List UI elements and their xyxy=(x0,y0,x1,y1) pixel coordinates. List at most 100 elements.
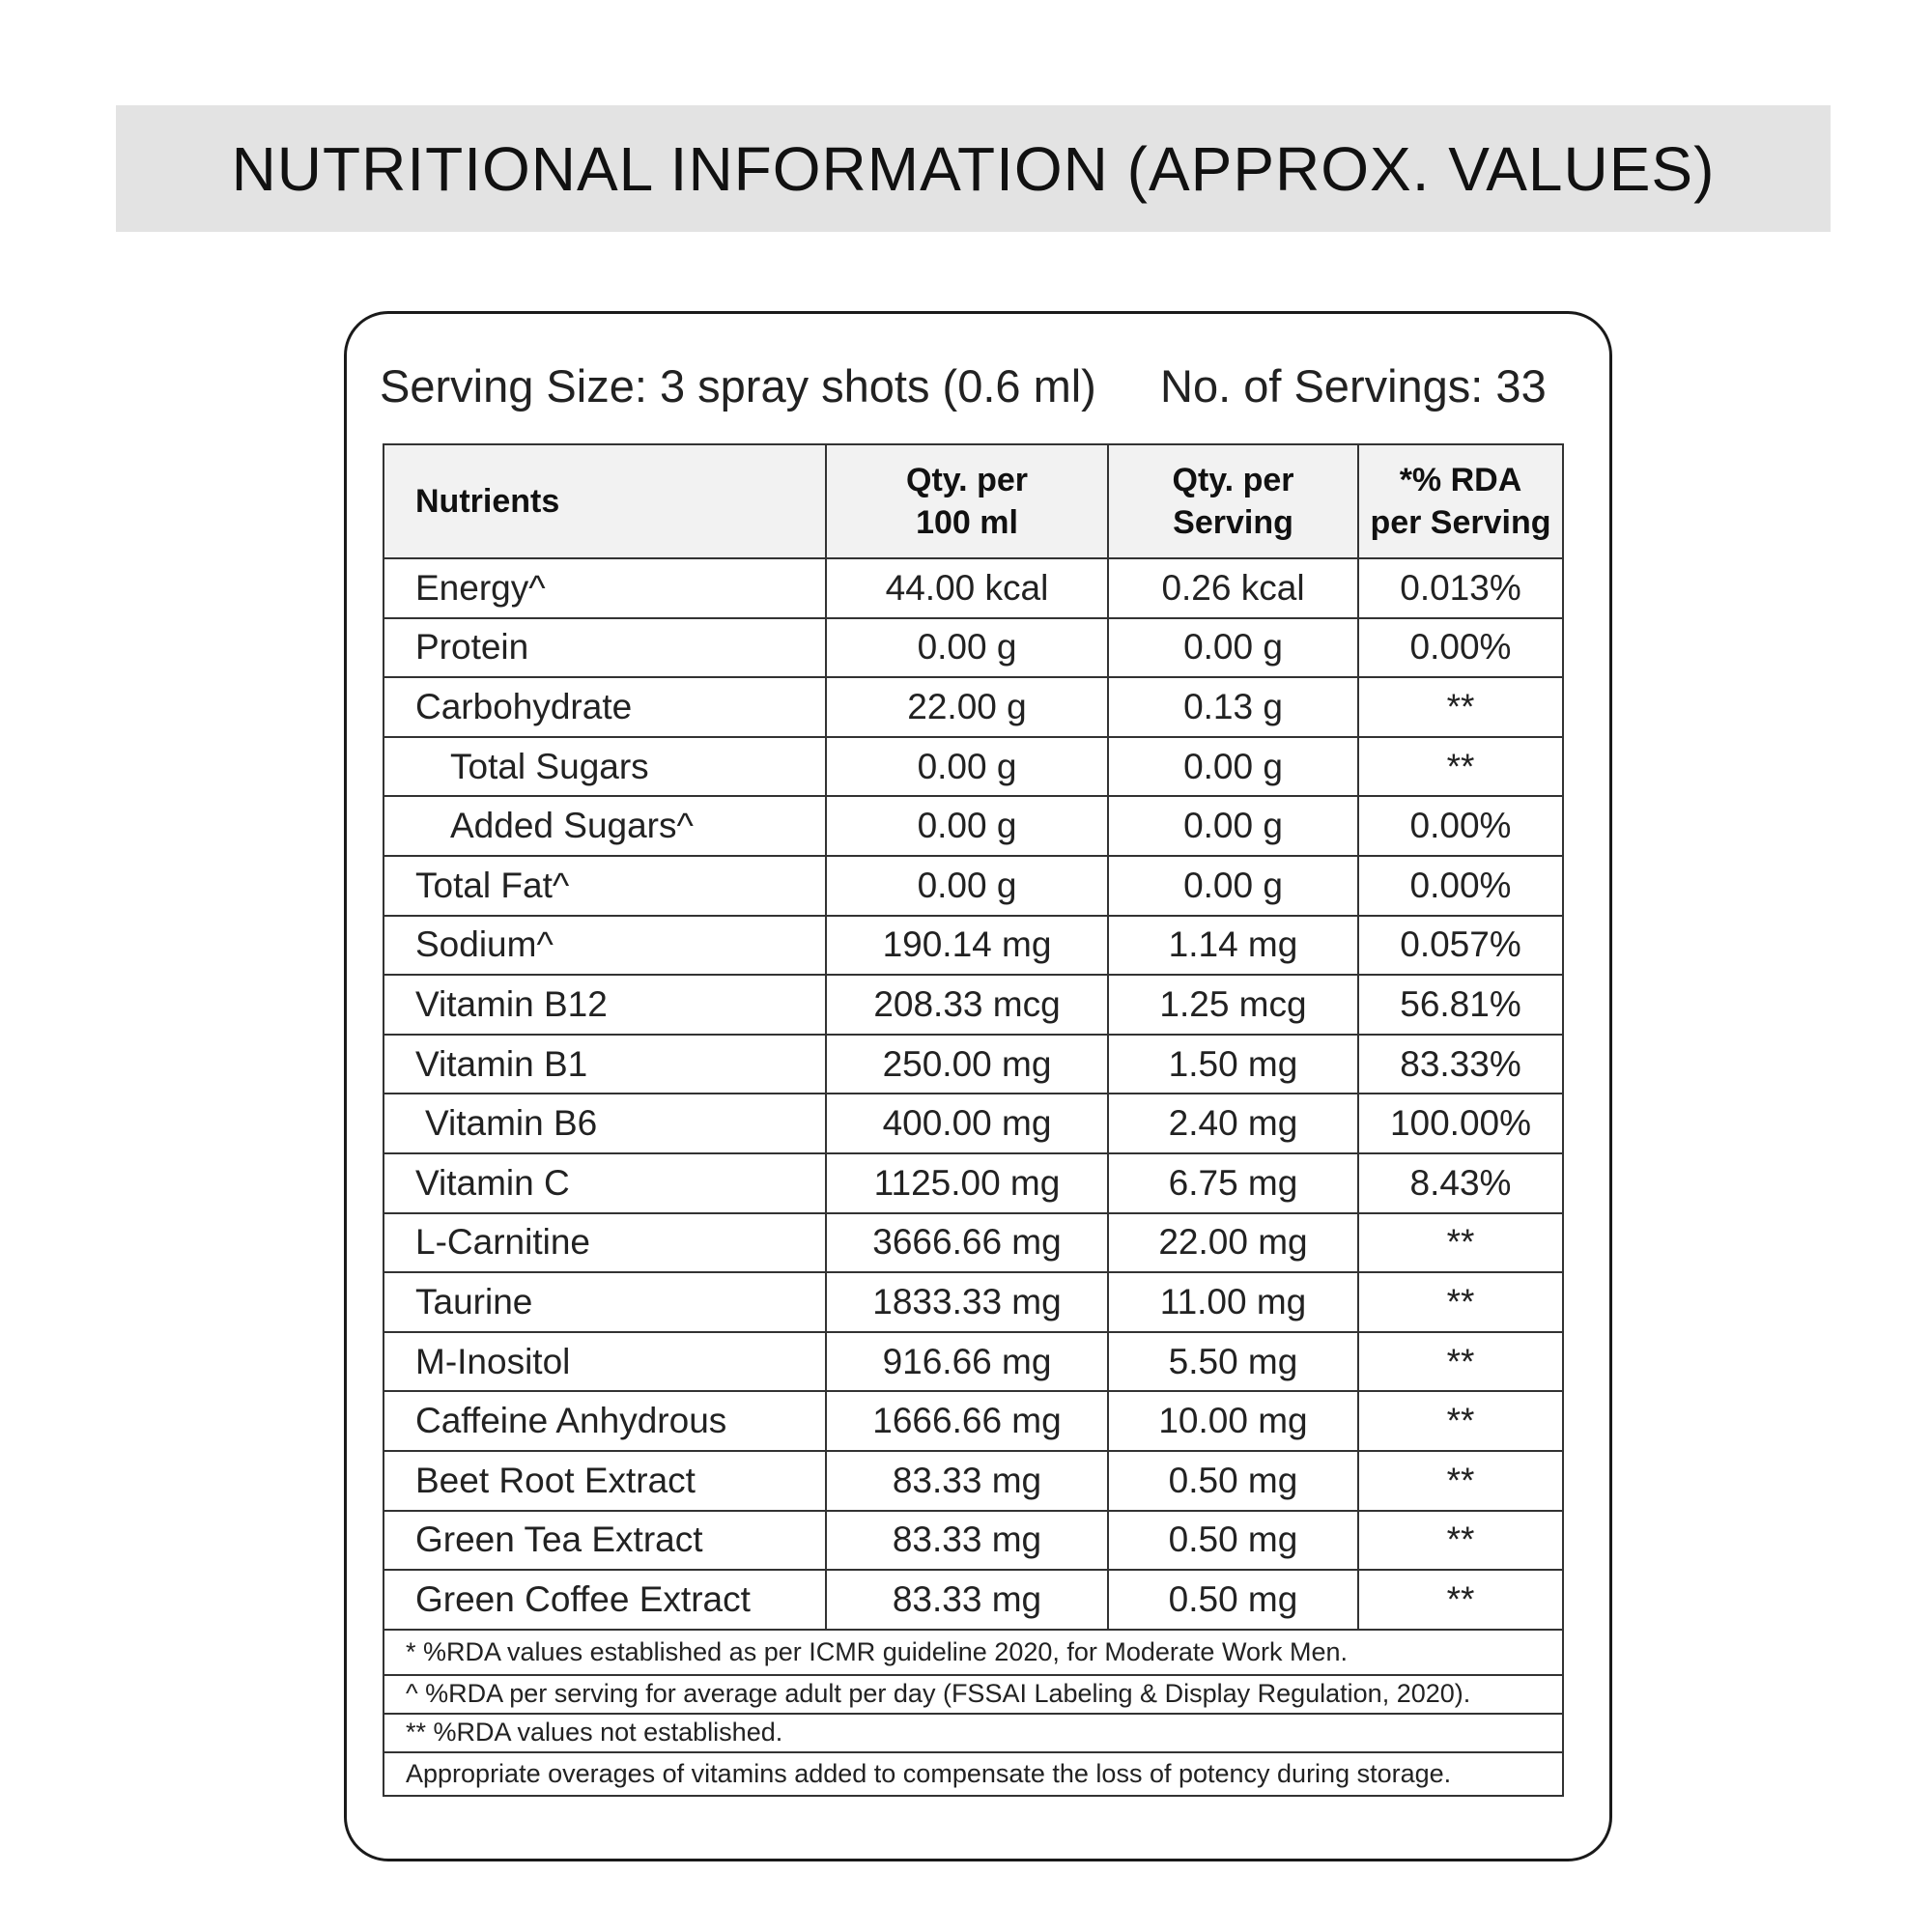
table-row: Vitamin B6 400.00 mg 2.40 mg 100.00% xyxy=(383,1093,1564,1154)
qty-per-100ml: 0.00 g xyxy=(825,735,1109,798)
qty-per-100ml: 250.00 mg xyxy=(825,1033,1109,1095)
nutrient-name: Caffeine Anhydrous xyxy=(383,1390,827,1452)
table-row: Vitamin B1 250.00 mg 1.50 mg 83.33% xyxy=(383,1033,1564,1095)
rda-per-serving: ** xyxy=(1357,1509,1564,1572)
qty-per-serving: 0.50 mg xyxy=(1107,1449,1359,1512)
qty-per-100ml: 1666.66 mg xyxy=(825,1390,1109,1452)
qty-per-serving: 5.50 mg xyxy=(1107,1330,1359,1393)
footnote-not-established: ** %RDA values not established. xyxy=(383,1712,1564,1753)
rda-per-serving: ** xyxy=(1357,1390,1564,1452)
qty-per-serving: 0.00 g xyxy=(1107,795,1359,857)
rda-per-serving: ** xyxy=(1357,1211,1564,1274)
table-row: Protein 0.00 g 0.00 g 0.00% xyxy=(383,616,1564,679)
header-qty-per-100ml: Qty. per 100 ml xyxy=(825,443,1109,559)
rda-per-serving: ** xyxy=(1357,1330,1564,1393)
table-row: Vitamin C 1125.00 mg 6.75 mg 8.43% xyxy=(383,1151,1564,1214)
footnote-row: Appropriate overages of vitamins added t… xyxy=(383,1750,1564,1797)
qty-per-100ml: 83.33 mg xyxy=(825,1449,1109,1512)
qty-per-serving: 0.00 g xyxy=(1107,616,1359,679)
rda-per-serving: 100.00% xyxy=(1357,1093,1564,1154)
rda-per-serving: ** xyxy=(1357,1569,1564,1631)
footnote-row: * %RDA values established as per ICMR gu… xyxy=(383,1628,1564,1676)
qty-per-100ml: 83.33 mg xyxy=(825,1569,1109,1631)
table-row: Energy^ 44.00 kcal 0.26 kcal 0.013% xyxy=(383,557,1564,619)
qty-per-100ml: 22.00 g xyxy=(825,676,1109,738)
qty-per-100ml: 44.00 kcal xyxy=(825,557,1109,619)
page-title: NUTRITIONAL INFORMATION (APPROX. VALUES) xyxy=(231,133,1716,204)
servings-count: No. of Servings: 33 xyxy=(1160,360,1547,412)
nutrient-name: Vitamin B1 xyxy=(383,1033,827,1095)
nutrient-name: Vitamin B12 xyxy=(383,974,827,1036)
rda-per-serving: 0.057% xyxy=(1357,914,1564,977)
footnote-row: ^ %RDA per serving for average adult per… xyxy=(383,1673,1564,1715)
serving-size: Serving Size: 3 spray shots (0.6 ml) xyxy=(380,360,1096,412)
rda-per-serving: 0.00% xyxy=(1357,854,1564,917)
nutrient-name: Added Sugars^ xyxy=(383,795,827,857)
qty-per-100ml: 208.33 mcg xyxy=(825,974,1109,1036)
nutrient-name: Energy^ xyxy=(383,557,827,619)
qty-per-serving: 1.25 mcg xyxy=(1107,974,1359,1036)
nutrient-name: Beet Root Extract xyxy=(383,1449,827,1512)
table-row: Sodium^ 190.14 mg 1.14 mg 0.057% xyxy=(383,914,1564,977)
table-row: Green Tea Extract 83.33 mg 0.50 mg ** xyxy=(383,1509,1564,1572)
table-row: Total Sugars 0.00 g 0.00 g ** xyxy=(383,735,1564,798)
table-row: Carbohydrate 22.00 g 0.13 g ** xyxy=(383,676,1564,738)
qty-per-100ml: 0.00 g xyxy=(825,854,1109,917)
rda-per-serving: 56.81% xyxy=(1357,974,1564,1036)
qty-per-100ml: 3666.66 mg xyxy=(825,1211,1109,1274)
table-header-row: Nutrients Qty. per 100 ml Qty. per Serving… xyxy=(383,443,1564,559)
qty-per-100ml: 83.33 mg xyxy=(825,1509,1109,1572)
table-row: Added Sugars^ 0.00 g 0.00 g 0.00% xyxy=(383,795,1564,857)
qty-per-serving: 0.50 mg xyxy=(1107,1509,1359,1572)
nutrition-table: Nutrients Qty. per 100 ml Qty. per Serving… xyxy=(383,443,1564,1797)
rda-per-serving: ** xyxy=(1357,735,1564,798)
nutrient-name: Carbohydrate xyxy=(383,676,827,738)
qty-per-serving: 22.00 mg xyxy=(1107,1211,1359,1274)
qty-per-100ml: 400.00 mg xyxy=(825,1093,1109,1154)
table-row: Taurine 1833.33 mg 11.00 mg ** xyxy=(383,1271,1564,1333)
nutrient-name: Green Tea Extract xyxy=(383,1509,827,1572)
rda-per-serving: 8.43% xyxy=(1357,1151,1564,1214)
table-row: Beet Root Extract 83.33 mg 0.50 mg ** xyxy=(383,1449,1564,1512)
nutrient-name: Vitamin B6 xyxy=(383,1093,827,1154)
qty-per-100ml: 0.00 g xyxy=(825,616,1109,679)
nutrient-name: Taurine xyxy=(383,1271,827,1333)
footnote-overages: Appropriate overages of vitamins added t… xyxy=(383,1750,1564,1797)
rda-per-serving: 0.013% xyxy=(1357,557,1564,619)
qty-per-serving: 10.00 mg xyxy=(1107,1390,1359,1452)
rda-per-serving: ** xyxy=(1357,676,1564,738)
header-rda-per-serving: *% RDA per Serving xyxy=(1357,443,1564,559)
table-row: Total Fat^ 0.00 g 0.00 g 0.00% xyxy=(383,854,1564,917)
qty-per-100ml: 916.66 mg xyxy=(825,1330,1109,1393)
rda-per-serving: 0.00% xyxy=(1357,795,1564,857)
header-nutrients: Nutrients xyxy=(383,443,827,559)
footnote-row: ** %RDA values not established. xyxy=(383,1712,1564,1753)
qty-per-serving: 2.40 mg xyxy=(1107,1093,1359,1154)
footnote-icmr: * %RDA values established as per ICMR gu… xyxy=(383,1628,1564,1676)
rda-per-serving: 83.33% xyxy=(1357,1033,1564,1095)
rda-per-serving: 0.00% xyxy=(1357,616,1564,679)
qty-per-serving: 1.50 mg xyxy=(1107,1033,1359,1095)
qty-per-serving: 11.00 mg xyxy=(1107,1271,1359,1333)
qty-per-serving: 0.00 g xyxy=(1107,735,1359,798)
nutrient-name: L-Carnitine xyxy=(383,1211,827,1274)
nutrient-name: Green Coffee Extract xyxy=(383,1569,827,1631)
qty-per-serving: 0.50 mg xyxy=(1107,1569,1359,1631)
table-row: L-Carnitine 3666.66 mg 22.00 mg ** xyxy=(383,1211,1564,1274)
qty-per-serving: 0.26 kcal xyxy=(1107,557,1359,619)
rda-per-serving: ** xyxy=(1357,1449,1564,1512)
qty-per-serving: 1.14 mg xyxy=(1107,914,1359,977)
table-row: M-Inositol 916.66 mg 5.50 mg ** xyxy=(383,1330,1564,1393)
footnote-fssai: ^ %RDA per serving for average adult per… xyxy=(383,1673,1564,1715)
nutrient-name: Protein xyxy=(383,616,827,679)
table-row: Green Coffee Extract 83.33 mg 0.50 mg ** xyxy=(383,1569,1564,1631)
title-band: NUTRITIONAL INFORMATION (APPROX. VALUES) xyxy=(116,105,1831,232)
qty-per-serving: 0.13 g xyxy=(1107,676,1359,738)
nutrient-name: Sodium^ xyxy=(383,914,827,977)
serving-info: Serving Size: 3 spray shots (0.6 ml) No.… xyxy=(380,359,1568,427)
nutrient-name: Vitamin C xyxy=(383,1151,827,1214)
nutrient-name: Total Fat^ xyxy=(383,854,827,917)
rda-per-serving: ** xyxy=(1357,1271,1564,1333)
qty-per-100ml: 1125.00 mg xyxy=(825,1151,1109,1214)
qty-per-100ml: 0.00 g xyxy=(825,795,1109,857)
